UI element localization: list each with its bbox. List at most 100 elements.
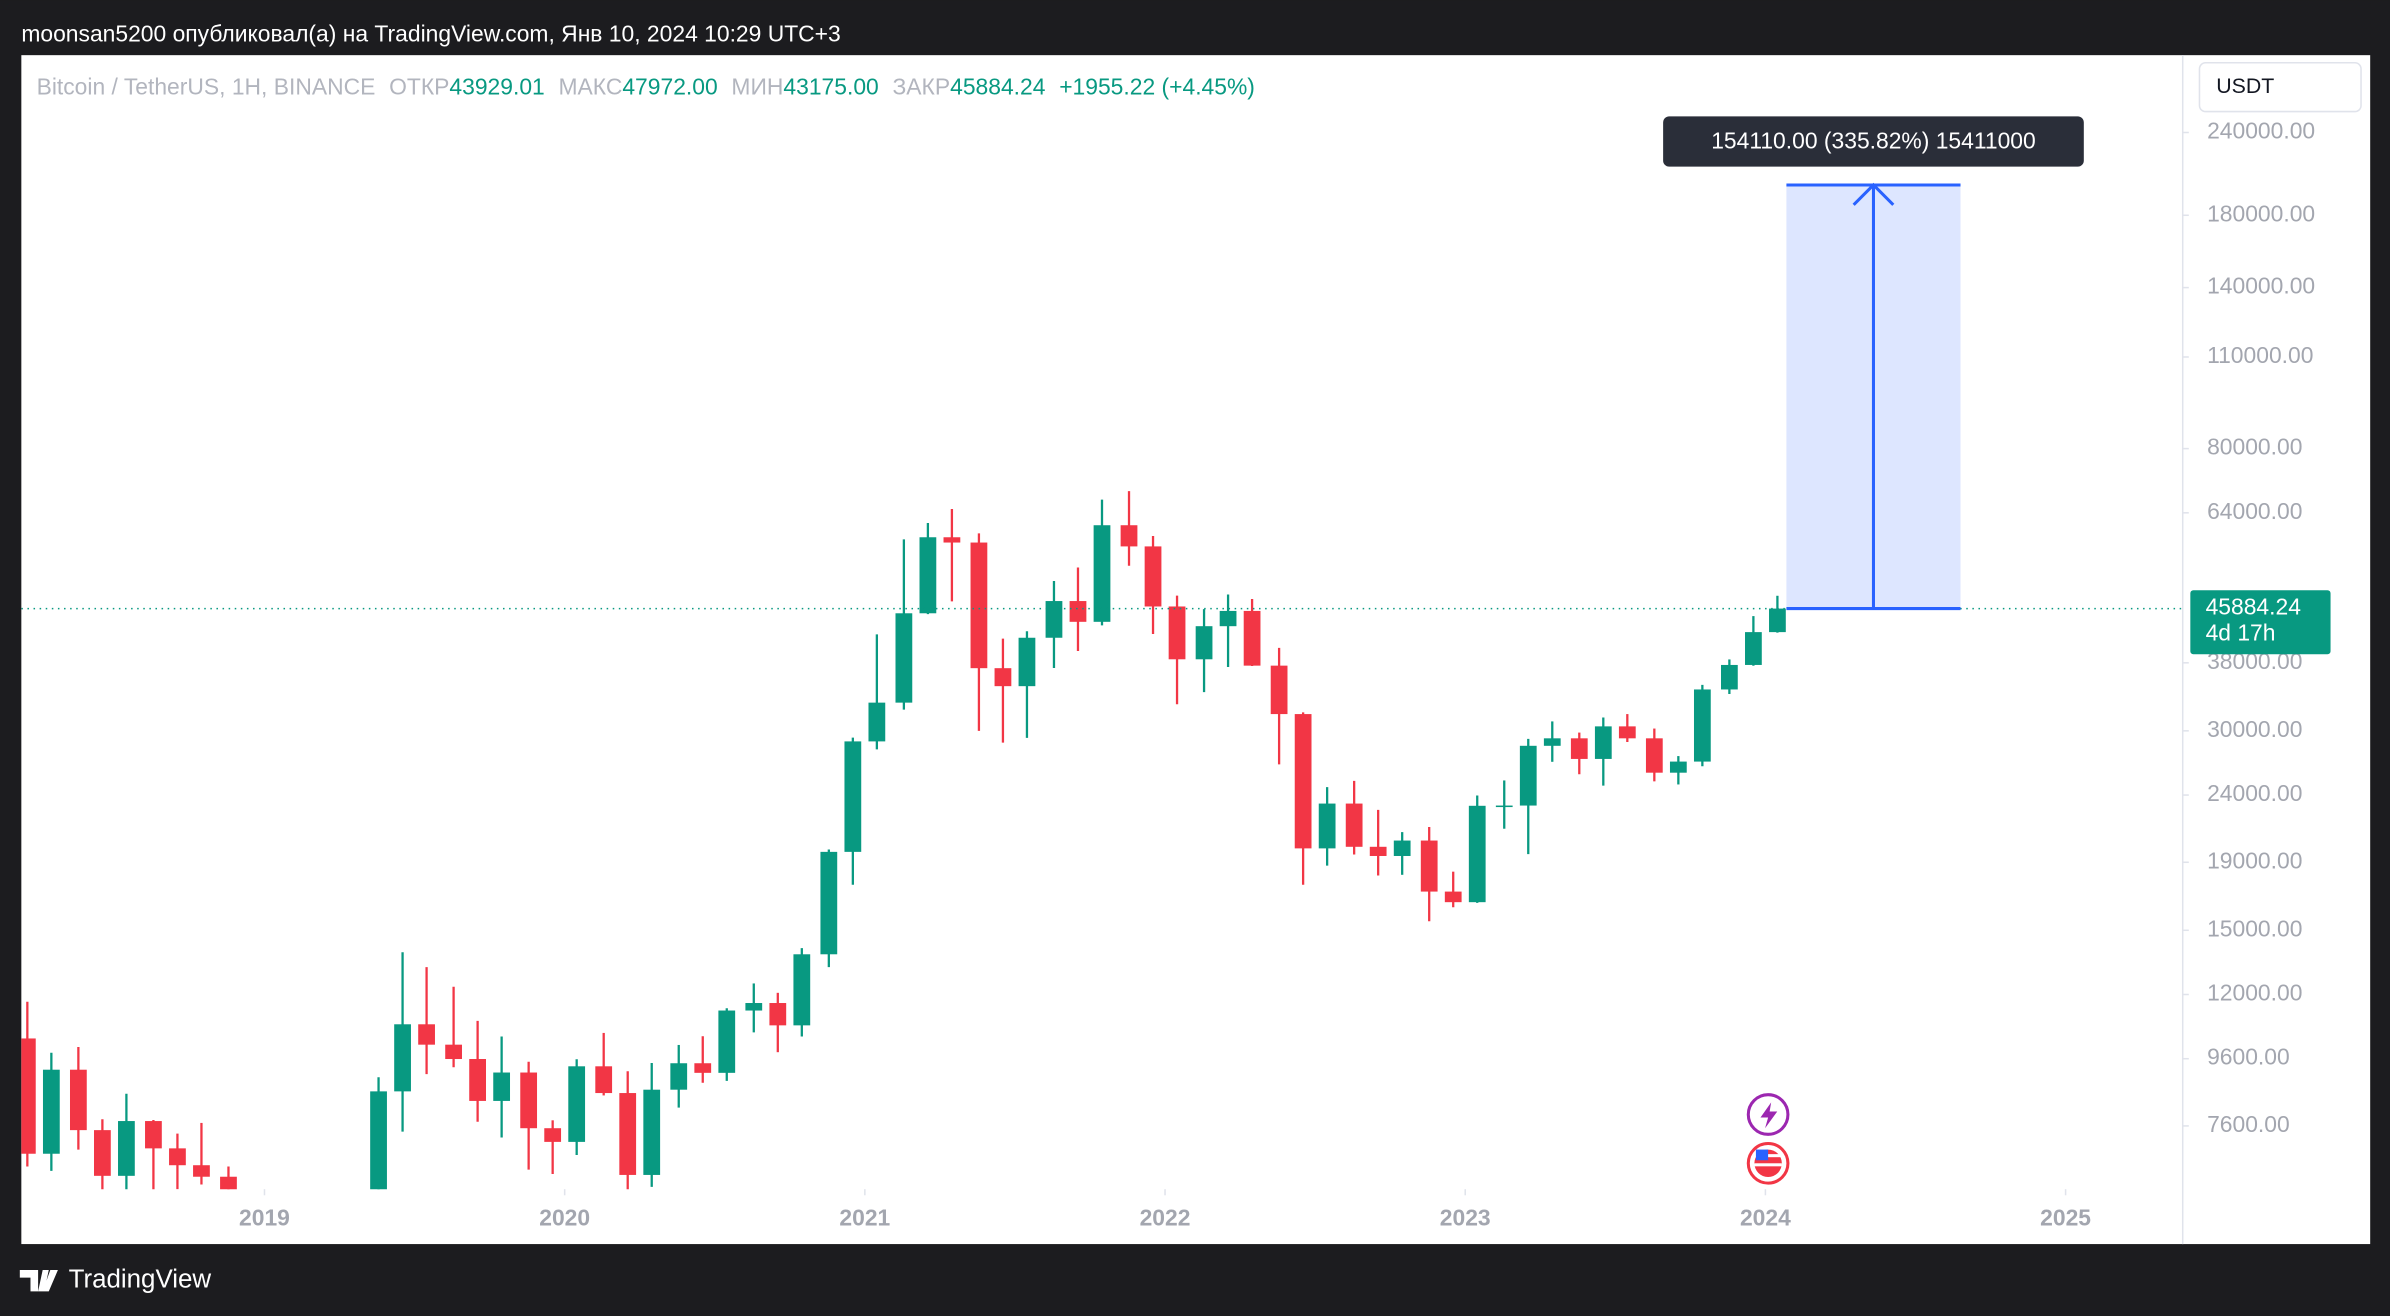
candle-body xyxy=(1645,738,1663,773)
legend-label: МАКС xyxy=(558,74,622,100)
legend-value: 45884.24 xyxy=(950,74,1046,100)
x-tick-label: 2025 xyxy=(2040,1205,2091,1231)
candle-body xyxy=(145,1121,162,1149)
symbol: Bitcoin / TetherUS, 1H, BINANCE xyxy=(37,74,376,100)
candle-body xyxy=(1570,738,1588,759)
countdown: 4d 17h xyxy=(2206,620,2276,646)
candle-body xyxy=(21,1038,36,1154)
y-tick-label: 240000.00 xyxy=(2207,118,2315,144)
candle-body xyxy=(544,1128,562,1142)
candle-body xyxy=(1168,606,1186,660)
candle-body xyxy=(1393,840,1411,856)
y-tick-label: 180000.00 xyxy=(2207,200,2315,226)
candle-body xyxy=(943,537,961,543)
candle-body xyxy=(895,613,913,703)
candle-body xyxy=(1219,610,1237,627)
candle-body xyxy=(118,1121,135,1176)
candle-body xyxy=(1069,601,1087,622)
candle-body xyxy=(1093,525,1111,622)
x-tick-label: 2023 xyxy=(1440,1205,1491,1231)
y-tick-label: 19000.00 xyxy=(2207,847,2302,873)
candle-body xyxy=(1270,665,1288,715)
price-label: 45884.24 xyxy=(2206,594,2302,620)
x-tick-label: 2022 xyxy=(1140,1205,1191,1231)
y-tick-label: 12000.00 xyxy=(2207,980,2302,1006)
legend-change: +1955.22 (+4.45%) xyxy=(1059,74,1255,100)
candle-body xyxy=(1420,840,1438,892)
candle-body xyxy=(520,1072,538,1129)
y-tick-label: 80000.00 xyxy=(2207,434,2302,460)
candle-body xyxy=(1720,664,1738,690)
plot xyxy=(21,491,2183,1190)
y-tick-label: 64000.00 xyxy=(2207,498,2302,524)
y-tick-label: 140000.00 xyxy=(2207,273,2315,299)
candle-body xyxy=(445,1044,462,1060)
candle-body xyxy=(718,1010,736,1073)
candle-body xyxy=(1745,632,1762,665)
candle-body xyxy=(1120,525,1138,547)
legend-value: 47972.00 xyxy=(622,74,717,100)
candle-body xyxy=(919,537,937,614)
candle-body xyxy=(69,1069,87,1131)
candle-body xyxy=(1495,805,1513,808)
events xyxy=(1746,1093,1790,1185)
candle-body xyxy=(619,1093,637,1175)
candle-body xyxy=(1618,726,1636,739)
logo-mark xyxy=(19,1269,58,1292)
candle-body xyxy=(844,741,862,852)
measure-label-box xyxy=(1663,116,2084,167)
candle-body xyxy=(1345,803,1363,847)
candle-body xyxy=(769,1003,787,1026)
publish-header: moonsan5200 опубликовал(а) на TradingVie… xyxy=(21,20,840,46)
candle-body xyxy=(694,1063,712,1073)
candle-body xyxy=(1318,803,1336,849)
candle-body xyxy=(193,1165,210,1177)
y-tick-label: 30000.00 xyxy=(2207,716,2302,742)
candle-body xyxy=(970,542,988,669)
candle-body xyxy=(42,1069,60,1154)
brand-logo xyxy=(19,1269,58,1292)
y-tick-label: 9600.00 xyxy=(2207,1044,2290,1070)
legend-label: ЗАКР xyxy=(892,74,950,100)
candle-body xyxy=(1444,891,1462,903)
candle-body xyxy=(469,1059,487,1101)
price-label-box xyxy=(2190,590,2331,655)
lightning xyxy=(1760,1102,1778,1129)
candle-body xyxy=(1669,761,1687,773)
y-tick-label: 24000.00 xyxy=(2207,780,2302,806)
x-tick-label: 2024 xyxy=(1740,1205,1791,1231)
legend-value: 43175.00 xyxy=(783,74,878,100)
currency-button[interactable] xyxy=(2198,62,2362,113)
measure-arrowhead xyxy=(1852,182,1895,206)
candle-body xyxy=(394,1024,411,1092)
measure-tool: 154110.00 (335.82%) 15411000 xyxy=(1663,116,2084,611)
y-tick-label: 110000.00 xyxy=(2207,342,2313,368)
candle-body xyxy=(1369,846,1387,856)
brand: TradingView xyxy=(69,1265,212,1293)
candle-body xyxy=(1195,626,1213,660)
legend-label: ОТКР xyxy=(389,74,449,100)
candle-body xyxy=(418,1024,435,1045)
candle-body xyxy=(1594,726,1612,759)
candle-body xyxy=(94,1130,111,1176)
y-tick-label: 15000.00 xyxy=(2207,915,2302,941)
legend-label: МИН xyxy=(731,74,783,100)
candle-body xyxy=(643,1089,661,1175)
candle-body xyxy=(820,851,838,955)
candle-body xyxy=(994,668,1012,687)
candle-body xyxy=(793,954,811,1026)
candle-body xyxy=(745,1003,763,1011)
candle-body xyxy=(670,1063,688,1090)
candle-body xyxy=(1294,714,1312,849)
candle-body xyxy=(1045,601,1063,638)
candle-body xyxy=(169,1148,186,1166)
candle-body xyxy=(220,1176,237,1190)
candle-body xyxy=(868,702,886,742)
currency: USDT xyxy=(2216,74,2274,98)
candle-body xyxy=(1519,745,1537,806)
x-tick-label: 2020 xyxy=(539,1205,590,1231)
measure-label: 154110.00 (335.82%) 15411000 xyxy=(1711,127,2036,153)
candle-body xyxy=(493,1072,511,1101)
